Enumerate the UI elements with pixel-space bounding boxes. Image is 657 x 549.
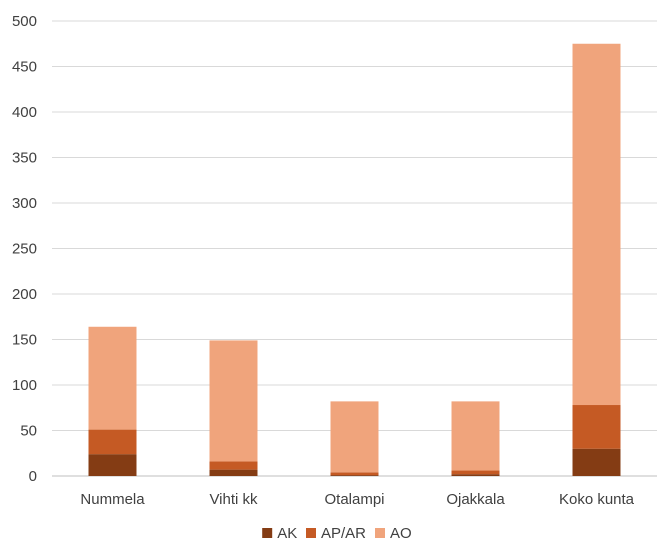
y-tick-label: 400: [12, 104, 37, 121]
legend-item-ao: AO: [375, 525, 412, 542]
y-tick-label: 250: [12, 241, 37, 258]
bar-ak-3: [451, 474, 500, 476]
bar-ak-0: [88, 454, 137, 476]
y-tick-label: 150: [12, 332, 37, 349]
y-tick-label: 350: [12, 150, 37, 167]
x-tick-label: Vihti kk: [209, 491, 258, 508]
bar-ao-1: [209, 340, 258, 462]
bar-ao-2: [330, 401, 379, 473]
bar-ao-0: [88, 326, 137, 430]
legend-label: AP/AR: [321, 525, 366, 542]
legend-item-ak: AK: [262, 525, 297, 542]
y-tick-label: 0: [29, 468, 37, 485]
bar-ap-ar-2: [330, 472, 379, 476]
x-axis-ticks: Nummela Vihti kk Otalampi Ojakkala Koko kunt…: [80, 491, 634, 508]
legend-item-ap-ar: AP/AR: [306, 525, 366, 542]
bar-ap-ar-1: [209, 461, 258, 470]
bars: [88, 43, 621, 476]
y-tick-label: 300: [12, 195, 37, 212]
legend-swatch: [262, 528, 273, 538]
y-tick-label: 50: [20, 423, 37, 440]
legend-swatch: [375, 528, 385, 538]
bar-ap-ar-3: [451, 470, 500, 475]
legend-label: AO: [390, 525, 412, 542]
y-tick-label: 100: [12, 377, 37, 394]
y-tick-label: 450: [12, 59, 37, 76]
x-tick-label: Nummela: [80, 491, 145, 508]
x-tick-label: Ojakkala: [446, 491, 505, 508]
legend-swatch: [306, 528, 316, 538]
bar-ap-ar-0: [88, 429, 137, 455]
x-tick-label: Koko kunta: [559, 491, 635, 508]
bar-ak-2: [330, 475, 379, 476]
x-tick-label: Otalampi: [324, 491, 384, 508]
y-tick-label: 500: [12, 13, 37, 30]
gridlines: [52, 20, 657, 477]
bar-ap-ar-4: [572, 405, 621, 449]
bar-ao-3: [451, 401, 500, 471]
y-axis-ticks: 0 50 100 150 200 250 300 350 400 450 500: [12, 13, 37, 485]
bar-ak-1: [209, 469, 258, 476]
y-tick-label: 200: [12, 286, 37, 303]
bar-ak-4: [572, 448, 621, 476]
legend: AK AP/AR AO: [262, 525, 412, 542]
bar-ao-4: [572, 43, 621, 406]
legend-label: AK: [277, 525, 297, 542]
